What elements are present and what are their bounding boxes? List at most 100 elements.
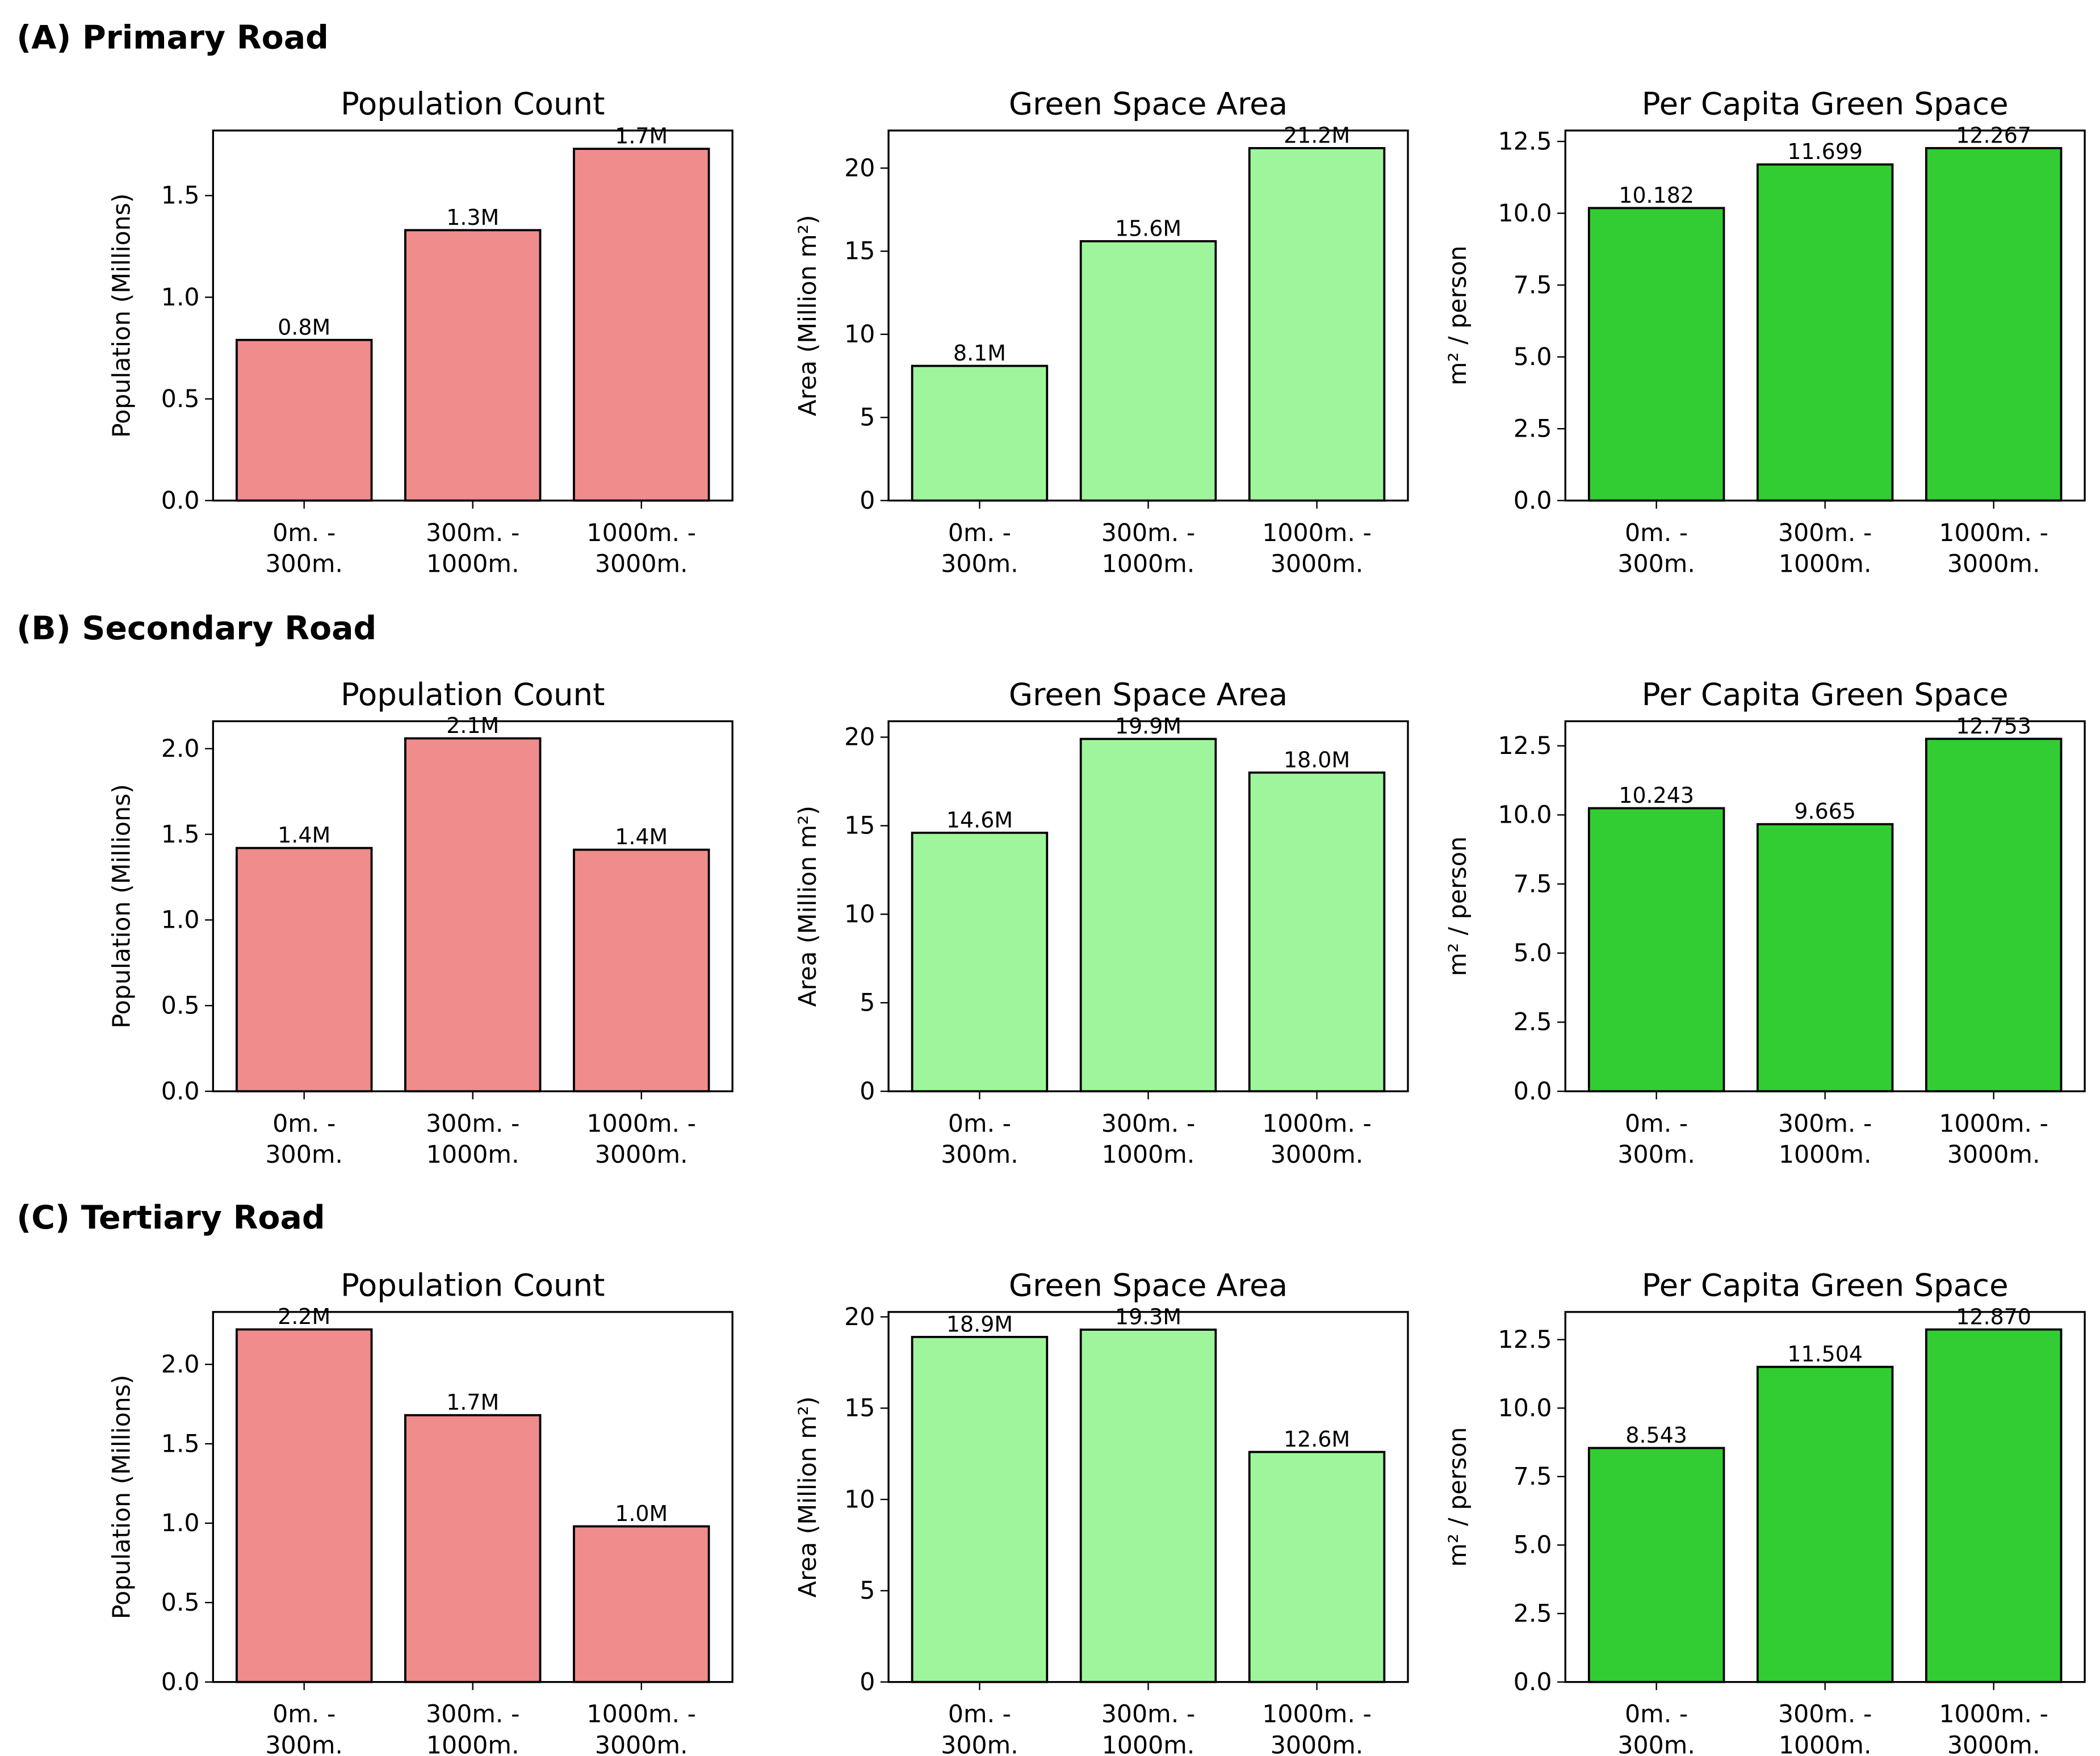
x-tick-label: 1000m. -3000m. (586, 1109, 696, 1169)
row-title: (A) Primary Road (16, 19, 329, 56)
bar-value-label: 1.7M (446, 1390, 499, 1415)
bar (404, 229, 542, 502)
x-tick-label: 1000m. -3000m. (1262, 1700, 1372, 1756)
axes-frame (887, 129, 1409, 502)
y-tick-label: 1.5 (161, 182, 200, 210)
x-tick-label-line: 300m. - (426, 519, 519, 547)
subplot-green_area: Green Space Area 18.9M 0m. -300m. 19.3M 300m… (794, 1267, 1409, 1756)
x-tick-label: 300m. - 1000m. (426, 519, 519, 579)
bar-value-label: 10.243 (1619, 783, 1694, 808)
bar (235, 1328, 373, 1683)
y-tick-label: 10 (844, 320, 875, 349)
x-tick-label: 0m. -300m. (941, 519, 1018, 579)
subplot-title: Per Capita Green Space (1642, 1267, 2009, 1303)
x-tick-label: 0m. -300m. (265, 519, 343, 579)
x-tick-label: 0m. -300m. (265, 1700, 343, 1756)
bar (1756, 823, 1894, 1093)
y-tick-label: 0.0 (161, 1077, 200, 1105)
bar (235, 846, 373, 1093)
y-tick-label: 1.0 (161, 906, 200, 934)
bar (573, 148, 710, 502)
axes-frame (887, 1311, 1409, 1683)
bar-value-label: 2.1M (446, 713, 499, 738)
x-tick-label-line: 300m. - (1101, 519, 1195, 547)
y-tick-label: 1.5 (161, 1430, 200, 1458)
bar (911, 364, 1049, 502)
y-tick-label: 10 (844, 1485, 875, 1514)
y-tick-label: 20 (844, 154, 875, 182)
x-tick-label: 0m. -300m. (265, 1109, 343, 1169)
x-tick-label: 0m. -300m. (1617, 1109, 1695, 1169)
y-tick-label: 1.5 (161, 820, 200, 849)
x-tick-label-line: 0m. - (1625, 1700, 1688, 1729)
subplot-title: Population Count (341, 85, 605, 121)
x-tick-label-line: 300m. - (1101, 1700, 1195, 1729)
subplot-title: Green Space Area (1009, 676, 1288, 713)
bar (1587, 1447, 1725, 1683)
x-tick-label-line: 300m. (1617, 550, 1695, 578)
bar (1248, 771, 1386, 1093)
bar (1248, 147, 1386, 502)
subplot-title: Green Space Area (1009, 1267, 1288, 1303)
y-tick-label: 15 (844, 812, 875, 840)
x-tick-label-line: 3000m. (1271, 550, 1364, 578)
y-tick-label: 10.0 (1498, 1394, 1552, 1422)
y-axis-label: m² / person (1444, 1427, 1472, 1567)
x-tick-label: 300m. - 1000m. (1778, 1109, 1872, 1169)
y-tick-label: 5 (860, 404, 875, 432)
x-tick-label-line: 1000m. - (586, 519, 696, 547)
y-tick-label: 12.5 (1498, 127, 1552, 156)
y-axis-label: Area (Million m²) (794, 215, 822, 417)
bar (404, 1414, 542, 1683)
x-tick-label-line: 1000m. (1779, 550, 1872, 578)
bar-value-label: 10.182 (1619, 183, 1694, 208)
y-tick-label: 0.5 (161, 385, 200, 413)
bar (1925, 1328, 2063, 1683)
x-tick-label-line: 3000m. (1947, 1141, 2040, 1169)
bar (1079, 240, 1217, 502)
axes-frame (1564, 129, 2086, 502)
x-tick-label-line: 1000m. - (1262, 519, 1372, 547)
bar-value-label: 12.870 (1956, 1304, 2031, 1329)
bar-value-label: 14.6M (946, 807, 1013, 832)
y-tick-label: 2.5 (1514, 414, 1552, 443)
x-tick-label-line: 1000m. - (1939, 1700, 2048, 1729)
x-tick-label-line: 300m. (941, 1141, 1018, 1169)
bar-value-label: 18.9M (946, 1311, 1013, 1336)
y-tick-label: 10 (844, 900, 875, 929)
bar-value-label: 12.267 (1956, 123, 2031, 148)
x-tick-label: 1000m. - 3000m. (1939, 1109, 2048, 1169)
subplot-title: Population Count (341, 1267, 605, 1303)
x-tick-label-line: 1000m. - (1939, 1109, 2048, 1138)
x-tick-label-line: 1000m. (1779, 1141, 1872, 1169)
x-tick-label-line: 0m. - (273, 519, 336, 547)
y-tick-label: 0.0 (1514, 1668, 1552, 1696)
x-tick-label: 0m. -300m. (1617, 1700, 1695, 1756)
bar (573, 848, 710, 1093)
subplot-green_area: Green Space Area 14.6M 0m. - 300m. 19.9M 300m… (794, 676, 1409, 1169)
x-tick-label-line: 300m. (941, 550, 1018, 578)
y-tick-label: 0.0 (161, 1668, 200, 1696)
y-tick-label: 5 (860, 1577, 875, 1605)
x-tick-label-line: 300m. - (1778, 1109, 1872, 1138)
y-tick-label: 7.5 (1514, 1462, 1552, 1491)
axes-frame (212, 1311, 733, 1683)
bar (1756, 163, 1894, 502)
bar-value-label: 9.665 (1794, 799, 1856, 824)
x-tick-label-line: 300m. (941, 1731, 1018, 1756)
subplot-per_capita: Per Capita Green Space 8.543 0m. -300m. 11.… (1444, 1267, 2086, 1756)
x-tick-label-line: 1000m. - (586, 1700, 696, 1729)
x-tick-label: 1000m. -3000m. (1939, 519, 2048, 579)
x-tick-label-line: 1000m. (1102, 550, 1195, 578)
x-tick-label: 1000m. -3000m. (1262, 1109, 1372, 1169)
x-tick-label-line: 3000m. (1947, 550, 2040, 578)
y-tick-label: 15 (844, 1394, 875, 1423)
x-tick-label-line: 1000m. (1102, 1141, 1195, 1169)
y-tick-label: 2.5 (1514, 1008, 1552, 1037)
x-tick-label-line: 0m. - (1625, 1109, 1688, 1138)
bar (1079, 737, 1217, 1093)
y-axis-label: Population (Millions) (107, 194, 136, 438)
y-tick-label: 0.5 (161, 1589, 200, 1617)
axes-frame (212, 720, 733, 1092)
